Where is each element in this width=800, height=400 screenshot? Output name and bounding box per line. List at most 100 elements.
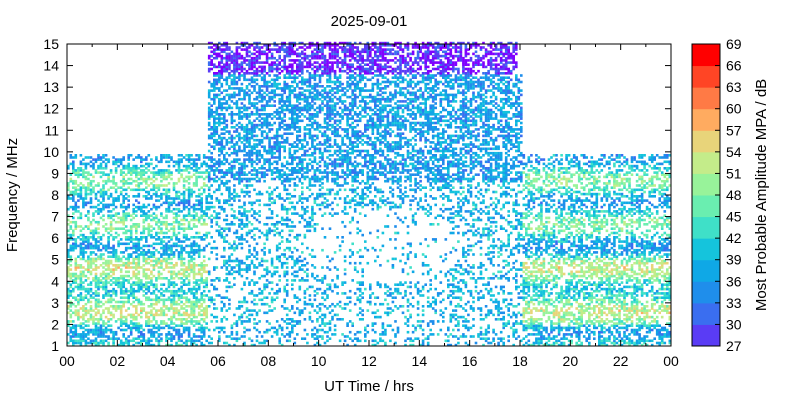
heat-cell [165, 177, 168, 181]
heat-cell [132, 294, 135, 297]
heat-cell [132, 337, 135, 340]
heat-cell [293, 110, 297, 114]
heat-cell [127, 156, 130, 159]
heat-cell [197, 335, 201, 338]
heat-cell [238, 205, 241, 209]
heat-cell [157, 313, 161, 317]
heat-cell [245, 223, 249, 226]
heat-cell [218, 330, 221, 334]
heat-cell [82, 296, 85, 299]
heat-cell [79, 186, 83, 189]
heat-cell [170, 294, 173, 297]
heat-cell [288, 85, 292, 88]
heat-cell [127, 281, 130, 284]
heat-cell [187, 212, 191, 215]
heat-cell [97, 244, 100, 248]
heat-cell [142, 274, 146, 278]
heat-cell [135, 229, 138, 233]
heat-cell [278, 192, 281, 196]
heat-cell [145, 320, 148, 323]
heat-cell [215, 160, 219, 164]
heat-cell [225, 138, 229, 142]
heat-cell [84, 341, 88, 345]
heat-cell [82, 233, 85, 237]
heat-cell [278, 177, 281, 181]
heat-cell [243, 177, 246, 181]
heat-cell [175, 190, 178, 194]
heat-cell [69, 220, 73, 224]
heat-cell [185, 199, 188, 202]
heat-cell [253, 210, 256, 213]
heat-cell [306, 78, 309, 82]
heat-cell [240, 89, 244, 92]
heat-cell [122, 179, 125, 183]
heat-cell [119, 292, 123, 295]
heat-cell [94, 169, 98, 172]
heat-cell [230, 117, 234, 120]
heat-cell [238, 147, 241, 151]
heat-cell [114, 197, 118, 200]
heat-cell [119, 218, 123, 222]
heat-cell [258, 203, 261, 207]
heat-cell [270, 91, 274, 95]
heat-cell [240, 177, 244, 181]
heat-cell [308, 225, 312, 228]
heat-cell [97, 266, 100, 269]
heat-cell [250, 56, 254, 60]
heat-cell [155, 164, 158, 168]
heat-cell [177, 164, 181, 168]
heat-cell [117, 227, 120, 230]
heat-cell [122, 279, 125, 282]
heat-cell [122, 171, 125, 174]
heat-cell [215, 216, 219, 220]
heat-cell [74, 339, 78, 343]
heat-cell [250, 52, 254, 56]
heat-cell [225, 143, 229, 146]
heat-cell [306, 149, 309, 153]
heat-cell [223, 246, 226, 250]
heat-cell [127, 294, 130, 297]
heat-cell [87, 330, 90, 334]
heat-cell [72, 238, 75, 241]
heat-cell [79, 274, 83, 278]
heat-cell [258, 108, 261, 112]
heat-cell [190, 318, 193, 321]
heat-cell [129, 154, 133, 157]
heat-cell [187, 177, 191, 181]
heat-cell [301, 82, 304, 86]
heat-cell [210, 160, 213, 164]
heat-cell [107, 227, 110, 230]
heat-cell [285, 313, 289, 317]
heat-cell [172, 335, 176, 338]
heat-cell [195, 225, 198, 228]
heat-cell [278, 173, 281, 176]
heat-cell [107, 300, 110, 304]
heat-cell [301, 52, 304, 56]
heat-cell [170, 322, 173, 325]
heat-cell [127, 335, 130, 338]
heat-cell [280, 318, 284, 321]
heat-cell [160, 175, 163, 179]
heat-cell [253, 106, 256, 110]
heat-cell [255, 149, 259, 153]
heat-cell [202, 233, 206, 237]
heat-cell [288, 240, 292, 243]
heat-cell [298, 74, 302, 77]
heat-cell [243, 335, 246, 338]
heat-cell [285, 188, 289, 192]
heat-cell [145, 261, 148, 265]
heat-cell [94, 339, 98, 343]
heat-cell [124, 318, 128, 321]
heat-cell [210, 283, 213, 286]
heat-cell [84, 279, 88, 282]
heat-cell [82, 257, 85, 261]
heat-cell [89, 259, 93, 263]
heat-cell [285, 261, 289, 265]
heat-cell [255, 78, 259, 82]
heat-cell [107, 255, 110, 258]
heat-cell [238, 236, 241, 239]
heat-cell [306, 246, 309, 250]
heat-cell [145, 240, 148, 243]
heat-cell [122, 205, 125, 209]
heat-cell [235, 257, 239, 261]
